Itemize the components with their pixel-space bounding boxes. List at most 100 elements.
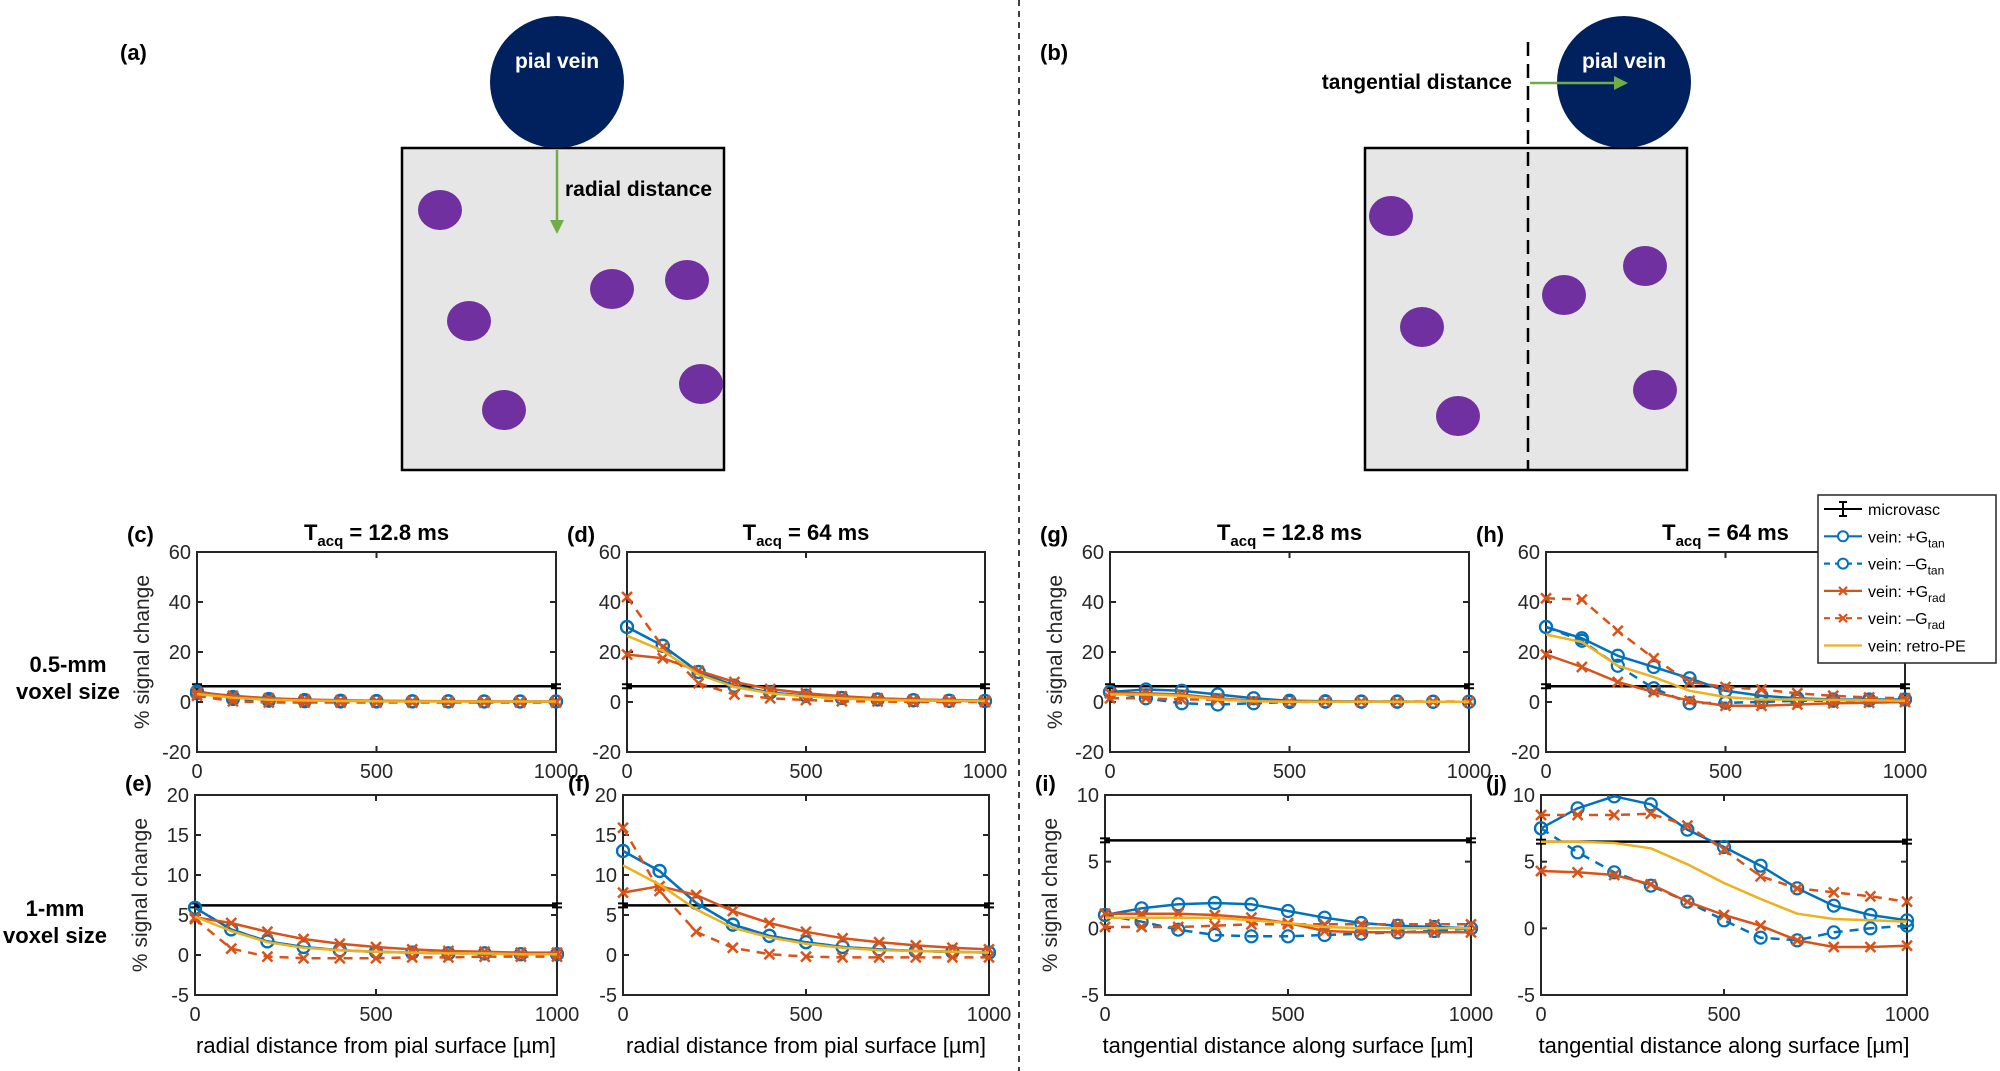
panel-label: (d) — [567, 522, 595, 547]
data-point-g-rad-pos — [1683, 694, 1696, 707]
legend-entry-g-tan-neg: vein: –Gtan — [1824, 557, 1944, 578]
legend: microvasc vein: +Gtan vein: –Gtan vein: +Gr… — [1817, 494, 1997, 664]
x-tick-label: 500 — [1707, 1004, 1740, 1026]
y-axis-label: % signal change — [1044, 575, 1067, 729]
data-point-g-rad-pos — [1647, 686, 1660, 698]
data-point-g-rad-neg — [1718, 843, 1730, 856]
data-point-g-rad-neg — [1099, 921, 1111, 933]
series-line-g-rad-neg — [625, 596, 985, 704]
pial-vein-label: pial vein — [515, 50, 599, 73]
x-tick-label: 0 — [191, 761, 202, 783]
series-line-g-tan-pos — [1540, 795, 1908, 922]
data-point-g-tan-pos — [1246, 691, 1261, 706]
data-point-g-rad-neg — [1791, 687, 1804, 700]
data-point-g-rad-neg — [1535, 809, 1547, 821]
data-point-g-rad-neg — [1827, 886, 1840, 899]
data-point-g-rad-pos — [690, 889, 703, 901]
x-tick-label: 1000 — [1883, 761, 1928, 783]
data-point-g-rad-pos — [1576, 661, 1588, 673]
data-point-g-rad-neg — [1755, 683, 1768, 696]
arrow-down-icon — [550, 220, 564, 234]
data-point-g-tan-neg — [1280, 929, 1296, 944]
data-point-g-rad-neg — [836, 951, 849, 964]
data-point-g-rad-neg — [1576, 593, 1588, 606]
y-tick-label: -5 — [1081, 985, 1099, 1007]
chart-title: Tacq = 12.8 ms — [304, 520, 449, 550]
x-tick-label: 500 — [789, 761, 822, 783]
pial-vein — [490, 16, 624, 148]
data-point-g-rad-pos — [370, 941, 382, 953]
data-point-g-rad-neg — [225, 942, 238, 955]
x-tick-label: 0 — [617, 1004, 628, 1026]
data-point-g-rad-pos — [1175, 688, 1188, 701]
data-point-g-rad-neg — [726, 941, 739, 954]
data-point-g-rad-pos — [1791, 698, 1804, 711]
y-tick-label: 0 — [606, 945, 617, 967]
data-point-g-rad-pos — [262, 692, 275, 705]
chart-title: Tacq = 12.8 ms — [1217, 520, 1362, 550]
axes-box — [1109, 551, 1470, 753]
data-point-g-rad-neg — [333, 952, 346, 965]
panel-label: (j) — [1486, 771, 1507, 796]
y-tick-label: 15 — [167, 825, 189, 847]
row-label-line1: 0.5-mm — [29, 652, 106, 677]
y-tick-label: 20 — [167, 785, 189, 807]
y-tick-label: 20 — [595, 785, 617, 807]
y-tick-label: 40 — [1082, 592, 1104, 614]
data-point-g-tan-pos — [1607, 795, 1622, 804]
y-tick-label: -20 — [1075, 742, 1104, 764]
x-tick-label: 0 — [1535, 1004, 1546, 1026]
y-tick-label: 15 — [595, 825, 617, 847]
data-point-g-rad-pos — [225, 917, 238, 929]
capillary — [1436, 396, 1480, 436]
chart-title: Tacq = 64 ms — [1662, 520, 1789, 550]
axes-box — [622, 794, 990, 996]
legend-label: microvasc — [1868, 502, 1940, 519]
data-point-g-rad-neg — [1608, 809, 1621, 821]
legend-label: vein: –Grad — [1868, 611, 1945, 632]
legend-label: vein: +Grad — [1868, 584, 1945, 605]
data-point-g-tan-neg — [1171, 922, 1186, 937]
arrow-right-icon — [1614, 76, 1628, 90]
data-point-g-rad-neg — [261, 950, 274, 963]
capillary — [1633, 370, 1677, 410]
legend-entry-g-rad-neg: vein: –Grad — [1824, 611, 1945, 632]
y-tick-label: 0 — [1524, 918, 1535, 940]
data-point-g-rad-pos — [1608, 869, 1621, 881]
capillary — [1542, 275, 1586, 315]
data-point-g-rad-pos — [909, 939, 922, 952]
data-point-g-rad-neg — [1791, 882, 1804, 895]
data-point-g-rad-pos — [1718, 909, 1730, 921]
data-point-g-rad-neg — [1681, 819, 1694, 832]
plot-area — [1533, 795, 1915, 953]
data-point-g-tan-neg — [1826, 925, 1841, 940]
data-point-g-rad-pos — [297, 933, 310, 945]
y-tick-label: 20 — [1518, 642, 1540, 664]
x-tick-label: 0 — [1104, 761, 1115, 783]
data-point-g-tan-pos — [1538, 619, 1554, 635]
data-point-g-rad-neg — [873, 951, 886, 964]
data-point-g-tan-pos — [187, 900, 203, 915]
data-point-g-tan-neg — [1646, 681, 1661, 696]
capillary — [679, 364, 723, 404]
data-point-g-rad-neg — [1611, 624, 1624, 637]
plot-area — [1102, 682, 1477, 712]
series-line-retro-pe — [1110, 693, 1469, 704]
data-point-g-tan-neg — [1607, 865, 1622, 880]
series-line-retro-pe — [194, 915, 557, 956]
data-point-g-tan-neg — [1207, 927, 1222, 943]
data-point-g-rad-pos — [1719, 699, 1732, 712]
x-tick-label: 1000 — [1447, 761, 1492, 783]
row-label-bottom: 1-mm voxel size — [3, 896, 107, 948]
data-point-g-rad-neg — [946, 951, 959, 964]
capillary — [482, 390, 526, 430]
plot-area — [619, 591, 993, 709]
data-point-g-tan-pos — [1171, 897, 1186, 912]
data-point-g-rad-pos — [191, 686, 203, 699]
y-tick-label: 60 — [1518, 542, 1540, 564]
data-point-g-rad-pos — [1754, 919, 1767, 932]
